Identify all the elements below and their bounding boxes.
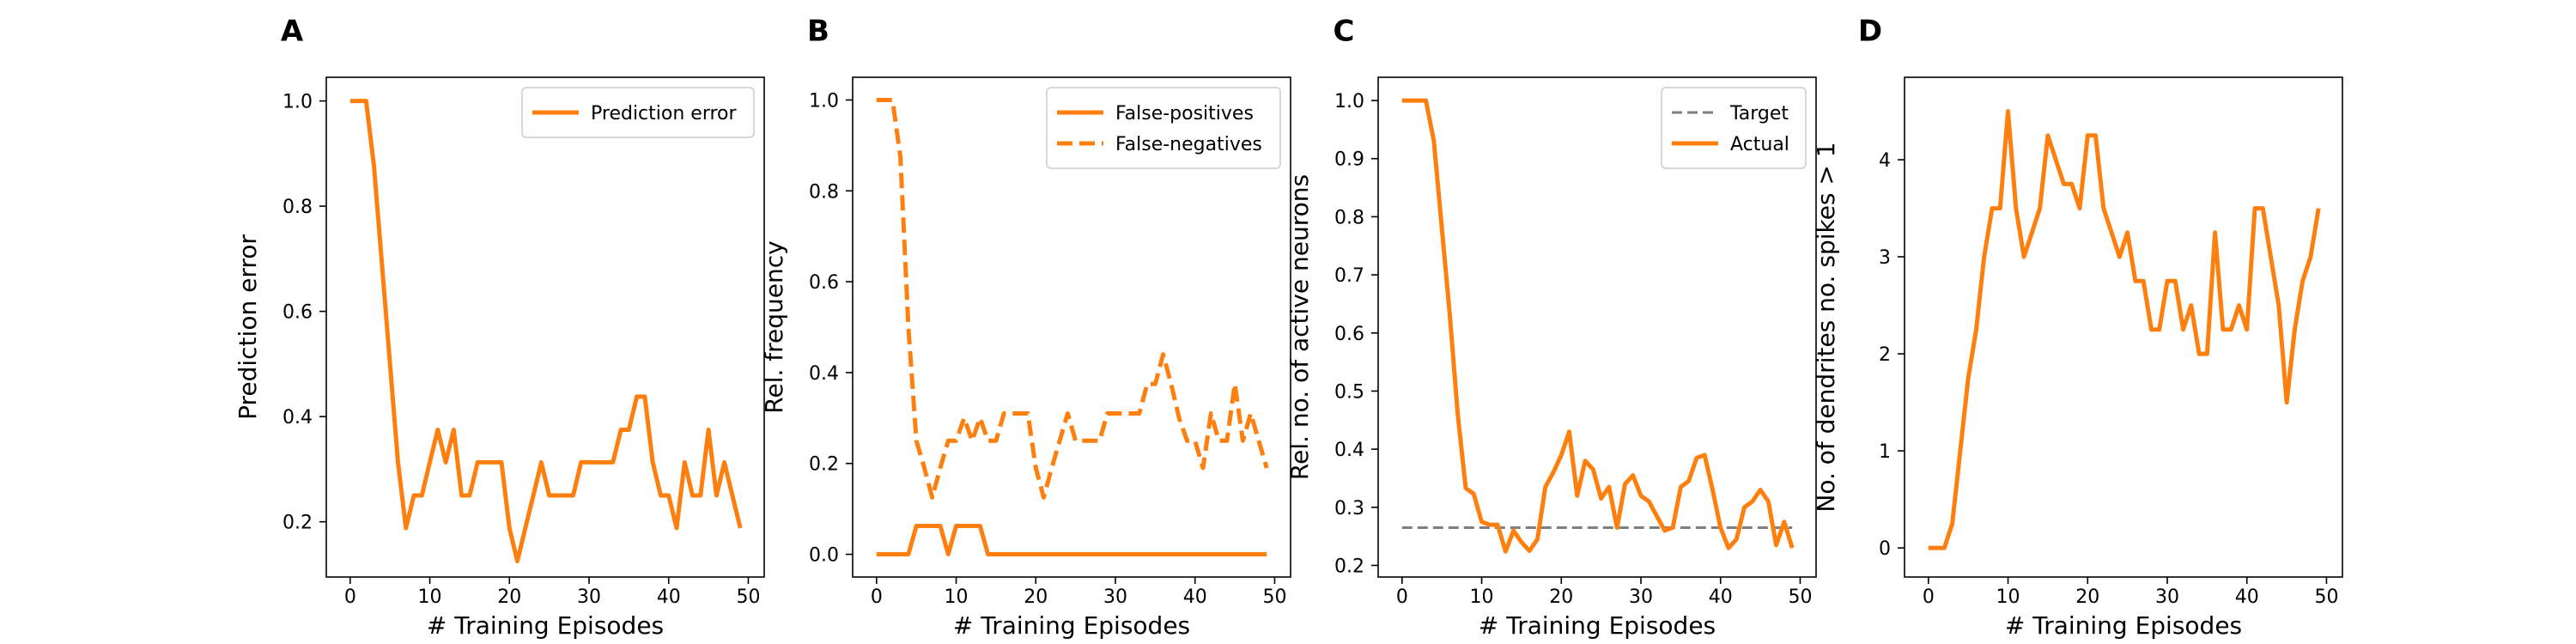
legend-b: False-positives False-negatives [1046, 87, 1281, 169]
y-tick-label: 1.0 [809, 90, 839, 112]
y-tick-label: 0 [1879, 538, 1891, 560]
y-tick-label: 0.6 [809, 272, 839, 294]
x-tick-label: 10 [418, 586, 442, 608]
y-tick-label: 0.0 [809, 545, 839, 567]
panel-c: C 0 10 20 30 40 50 0.2 0.3 0.4 0.5 0.6 0.7 0.8 0.9 1.0 #… [1285, 15, 1817, 640]
x-tick-label: 40 [1709, 586, 1733, 608]
x-tick-label: 30 [1629, 586, 1653, 608]
x-tick-label: 20 [2075, 586, 2099, 608]
x-tick-label: 30 [2155, 586, 2179, 608]
y-tick-label: 0.4 [283, 407, 313, 428]
x-tick-label: 20 [1024, 586, 1048, 608]
legend-label: Target [1729, 103, 1789, 125]
x-tick-label: 0 [1923, 586, 1935, 608]
x-tick-label: 0 [871, 586, 883, 608]
y-tick-label: 1 [1879, 441, 1891, 463]
legend-label: Actual [1730, 134, 1789, 155]
legend-c: Target Actual [1661, 87, 1807, 169]
panel-letter-c: C [1334, 15, 1355, 49]
axes-frame-c [1377, 76, 1817, 578]
series-line-c-actual [1401, 98, 1795, 554]
x-axis-label-d: # Training Episodes [2005, 611, 2242, 640]
y-tick-label: 0.4 [809, 363, 839, 385]
y-tick-label: 0.2 [809, 454, 839, 476]
legend-label: Prediction error [591, 103, 737, 125]
x-axis-label-a: # Training Episodes [427, 611, 664, 640]
y-tick-label: 0.8 [1334, 207, 1364, 228]
legend-label: False-negatives [1115, 134, 1262, 155]
y-tick-label: 3 [1879, 247, 1891, 269]
y-tick-label: 0.7 [1334, 265, 1364, 287]
y-tick-label: 1.0 [1334, 91, 1364, 112]
x-tick-label: 20 [1549, 586, 1573, 608]
y-tick-label: 1.0 [283, 92, 313, 113]
x-tick-label: 50 [1262, 586, 1286, 608]
x-tick-label: 0 [344, 586, 356, 608]
series-group-d [1928, 109, 2321, 550]
y-axis-label-d: No. of dendrites no. spikes > 1 [1812, 142, 1840, 512]
x-tick-label: 40 [2235, 586, 2259, 608]
legend-box [521, 87, 755, 138]
series-group-b [876, 98, 1269, 556]
panel-letter-d: D [1858, 15, 1882, 49]
x-tick-label: 30 [577, 586, 601, 608]
y-axis-label-a: Prediction error [234, 234, 262, 420]
y-tick-label: 0.5 [1334, 381, 1364, 403]
x-tick-label: 0 [1396, 586, 1408, 608]
y-tick-label: 0.8 [809, 181, 839, 203]
x-tick-label: 30 [1103, 586, 1127, 608]
x-axis-label-c: # Training Episodes [1479, 611, 1716, 640]
y-axis-label-c: Rel. no. of active neurons [1285, 174, 1314, 480]
y-axis-label-b: Rel. frequency [760, 240, 788, 413]
legend-a: Prediction error [521, 87, 755, 138]
axes-frame-d [1904, 76, 2343, 578]
panel-letter-b: B [807, 15, 829, 49]
panel-b: B 0 10 20 30 40 50 0.0 0.2 0.4 0.6 0.8 1.0 # Training… [760, 15, 1291, 640]
panel-d: D 0 10 20 30 40 50 0 1 2 3 4 # Training Episodes No. … [1812, 15, 2343, 640]
x-tick-label: 40 [1183, 586, 1207, 608]
legend-box [1046, 87, 1281, 169]
y-tick-label: 0.3 [1334, 498, 1364, 519]
x-tick-label: 10 [945, 586, 969, 608]
panel-a: A 0 10 20 30 40 50 0.2 0.4 0.6 0.8 1.0 # Training Ep… [234, 15, 765, 640]
x-tick-label: 50 [2314, 586, 2338, 608]
y-tick-label: 0.6 [283, 302, 313, 324]
x-tick-label: 10 [1470, 586, 1494, 608]
legend-box [1661, 87, 1807, 169]
x-axis-label-b: # Training Episodes [953, 611, 1190, 640]
series-group-a [349, 99, 743, 564]
x-tick-label: 20 [497, 586, 521, 608]
series-line-b-false-negatives [876, 98, 1269, 500]
x-tick-label: 10 [1996, 586, 2020, 608]
x-tick-label: 50 [1788, 586, 1812, 608]
series-group-c [1401, 98, 1795, 554]
y-tick-label: 0.9 [1334, 149, 1364, 171]
legend-label: False-positives [1115, 103, 1254, 125]
y-tick-label: 4 [1879, 150, 1891, 172]
y-tick-label: 0.6 [1334, 324, 1364, 345]
y-tick-label: 0.2 [283, 513, 313, 534]
series-line-b-false-positives [876, 524, 1267, 556]
panel-letter-a: A [281, 15, 304, 49]
y-tick-label: 0.2 [1334, 556, 1364, 577]
y-tick-label: 0.4 [1334, 440, 1364, 461]
series-line-a-prediction-error [349, 99, 743, 564]
y-tick-label: 0.8 [283, 197, 313, 218]
axes-frame-a [325, 76, 765, 578]
axes-frame-b [852, 76, 1291, 578]
series-line-d-values [1928, 109, 2321, 550]
x-tick-label: 50 [736, 586, 760, 608]
y-tick-label: 2 [1879, 344, 1891, 366]
x-tick-label: 40 [657, 586, 681, 608]
